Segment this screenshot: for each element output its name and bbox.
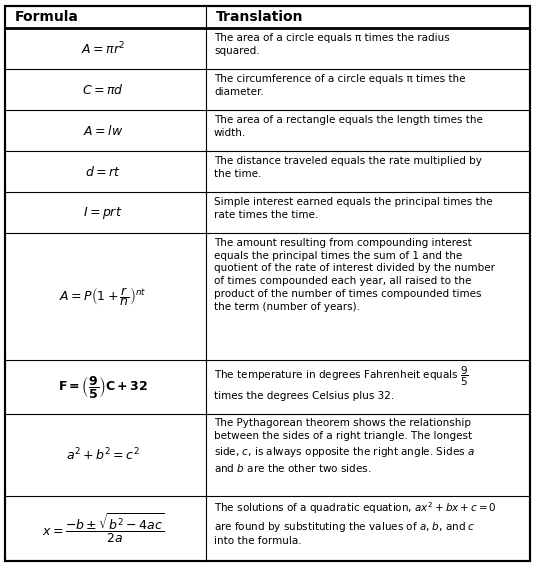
- Text: The temperature in degrees Fahrenheit equals $\dfrac{9}{5}$
times the degrees Ce: The temperature in degrees Fahrenheit eq…: [214, 365, 469, 401]
- Text: $d = rt$: $d = rt$: [85, 165, 121, 179]
- Text: $A = \pi r^2$: $A = \pi r^2$: [81, 40, 125, 57]
- Text: The area of a circle equals π times the radius
squared.: The area of a circle equals π times the …: [214, 33, 450, 56]
- Text: Translation: Translation: [216, 10, 303, 24]
- Text: The area of a rectangle equals the length times the
width.: The area of a rectangle equals the lengt…: [214, 115, 483, 138]
- Text: The circumference of a circle equals π times the
diameter.: The circumference of a circle equals π t…: [214, 74, 465, 96]
- Text: $x = \dfrac{-b \pm \sqrt{b^2 - 4ac}}{2a}$: $x = \dfrac{-b \pm \sqrt{b^2 - 4ac}}{2a}…: [42, 511, 164, 545]
- Text: $A = P\left(1 + \dfrac{r}{n}\right)^{nt}$: $A = P\left(1 + \dfrac{r}{n}\right)^{nt}…: [59, 285, 147, 308]
- Text: $\mathbf{F=\left(\dfrac{9}{5}\right)C+32}$: $\mathbf{F=\left(\dfrac{9}{5}\right)C+32…: [58, 374, 148, 400]
- Text: $a^2 + b^2 = c^2$: $a^2 + b^2 = c^2$: [66, 446, 140, 463]
- Text: The Pythagorean theorem shows the relationship
between the sides of a right tria: The Pythagorean theorem shows the relati…: [214, 418, 475, 474]
- Text: The amount resulting from compounding interest
equals the principal times the su: The amount resulting from compounding in…: [214, 238, 495, 312]
- Text: Formula: Formula: [15, 10, 79, 24]
- Text: $C = \pi d$: $C = \pi d$: [82, 83, 124, 97]
- Text: The distance traveled equals the rate multiplied by
the time.: The distance traveled equals the rate mu…: [214, 156, 482, 179]
- Text: $I = prt$: $I = prt$: [83, 205, 123, 221]
- Text: Simple interest earned equals the principal times the
rate times the time.: Simple interest earned equals the princi…: [214, 197, 493, 219]
- Text: $A = lw$: $A = lw$: [83, 124, 123, 138]
- Text: The solutions of a quadratic equation, $ax^2 + bx + c = 0$
are found by substitu: The solutions of a quadratic equation, $…: [214, 500, 497, 547]
